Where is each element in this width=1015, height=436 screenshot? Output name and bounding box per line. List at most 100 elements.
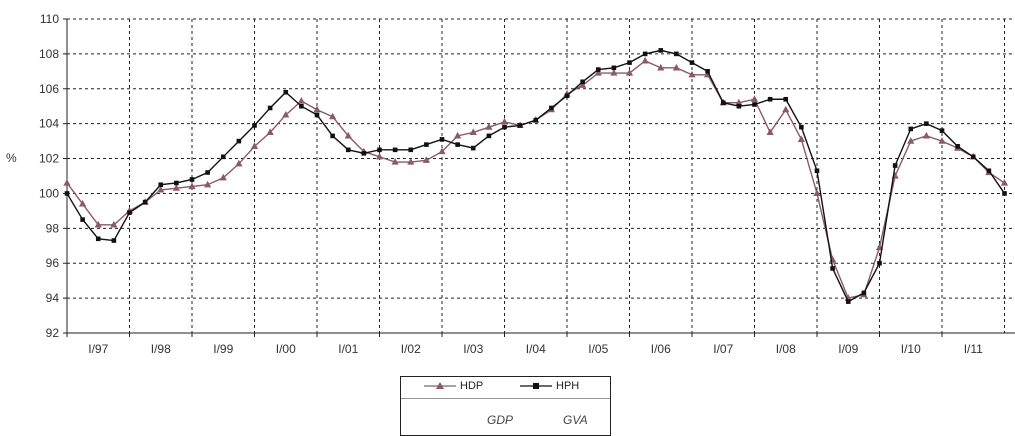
point-hdp-16 [313,105,321,113]
point-hdp-26 [469,128,477,135]
point-hdp-40 [688,70,696,78]
point-hph-31 [549,105,554,111]
point-hph-19 [361,151,367,156]
legend-item-hph: HPH [519,380,579,392]
point-hph-36 [627,60,632,65]
point-hph-10 [220,154,226,160]
point-hph-27 [486,133,492,139]
point-hdp-45 [766,128,774,135]
point-hph-59 [986,168,992,174]
point-hph-46 [783,96,789,102]
x-tick-label-11: I/08 [776,342,796,356]
point-hph-48 [814,168,820,174]
point-hph-9 [205,170,210,175]
point-hdp-13 [266,128,274,135]
point-hph-12 [252,123,257,128]
point-hph-11 [236,138,242,144]
point-hph-15 [299,103,304,109]
point-hdp-55 [922,131,930,139]
point-hdp-18 [344,131,352,139]
x-tick-label-9: I/06 [651,342,671,356]
x-tick-label-8: I/05 [588,342,608,356]
point-hph-1 [80,217,85,222]
point-hdp-6 [157,185,165,193]
point-hdp-39 [672,63,680,71]
y-tick-label-3: 98 [46,221,60,235]
point-hdp-14 [282,110,290,118]
point-hdp-9 [204,180,212,188]
point-hdp-15 [297,96,305,104]
point-hph-44 [752,102,757,107]
point-hph-54 [908,126,914,132]
point-hph-16 [314,112,320,118]
point-hdp-25 [454,131,462,139]
point-hdp-12 [250,142,259,149]
point-hph-43 [736,103,742,109]
point-hph-40 [689,60,695,65]
point-hph-25 [455,142,460,147]
series-line-hph [66,49,1006,303]
point-hph-56 [939,128,945,133]
y-tick-label-1: 94 [46,291,60,305]
legend-label-hph: HPH [556,380,580,392]
legend-marker-hdp [424,382,456,389]
point-hph-51 [861,290,867,296]
point-hdp-56 [938,137,946,144]
point-hph-18 [345,147,351,153]
point-hph-41 [705,69,710,74]
x-tick-label-14: I/11 [964,342,983,356]
point-hdp-38 [657,63,665,71]
point-hph-14 [283,89,289,95]
point-hph-28 [502,124,507,130]
axes [66,19,1015,334]
x-tick-label-12: I/09 [838,342,858,356]
legend-subtitle-gva: GVA [563,413,588,427]
point-hph-50 [845,299,851,304]
grid [67,18,1015,333]
point-hdp-2 [94,220,102,228]
point-hdp-1 [79,199,87,207]
point-hph-6 [158,182,164,188]
point-hph-34 [595,67,601,72]
x-tick-label-0: I/97 [88,342,108,356]
point-hdp-60 [1000,178,1009,186]
point-hph-23 [424,142,429,147]
point-hdp-34 [594,69,602,76]
point-hph-5 [142,199,148,205]
x-tick-label-7: I/04 [526,342,546,356]
point-hph-42 [720,100,726,106]
point-hdp-17 [329,112,337,120]
x-tick-label-1: I/98 [151,342,171,356]
point-hph-39 [674,51,679,57]
point-hdp-27 [485,123,493,130]
y-tick-label-2: 96 [46,256,60,270]
point-hdp-43 [735,98,743,106]
point-hdp-20 [375,152,384,160]
point-hdp-11 [235,159,243,167]
point-hph-58 [970,154,976,160]
point-hdp-44 [750,95,759,102]
y-tick-label-9: 110 [40,12,59,26]
point-hdp-0 [63,178,71,186]
point-hdp-47 [797,135,805,142]
point-hdp-8 [188,182,196,190]
point-hph-4 [127,210,132,215]
point-hph-29 [517,123,523,128]
y-tick-label-4: 100 [39,186,59,200]
legend-label-hdp: HDP [460,380,484,392]
point-hph-60 [1002,191,1007,196]
point-hdp-7 [172,184,180,191]
point-hph-0 [64,191,70,196]
point-hdp-24 [438,147,446,155]
legend-subtitle-gdp: GDP [487,413,514,427]
x-tick-label-10: I/07 [713,342,733,356]
x-tick-label-5: I/02 [401,342,421,356]
y-tick-label-0: 92 [46,326,60,340]
x-tick-label-4: I/01 [338,342,358,356]
y-tick-label-5: 102 [39,152,59,166]
point-hdp-23 [422,156,430,163]
point-hdp-36 [625,69,634,76]
point-hph-26 [470,145,476,151]
point-hdp-22 [407,158,415,165]
